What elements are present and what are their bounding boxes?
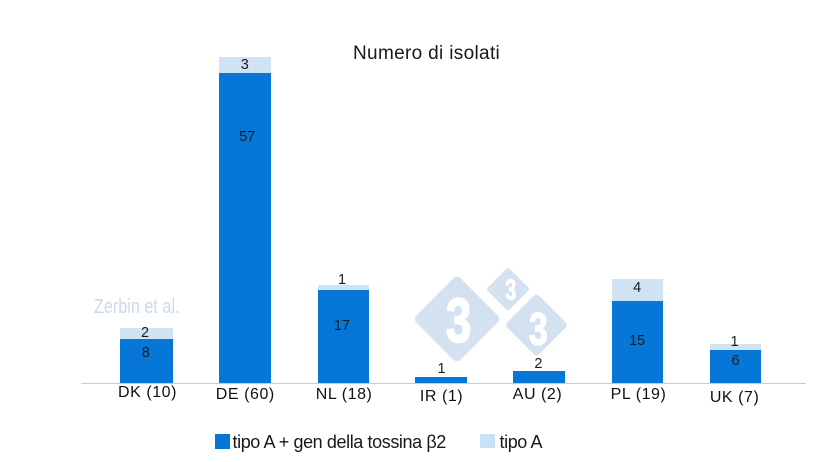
svg-text:3: 3 [446, 287, 472, 356]
svg-text:3: 3 [505, 274, 516, 306]
svg-text:3: 3 [529, 304, 548, 355]
